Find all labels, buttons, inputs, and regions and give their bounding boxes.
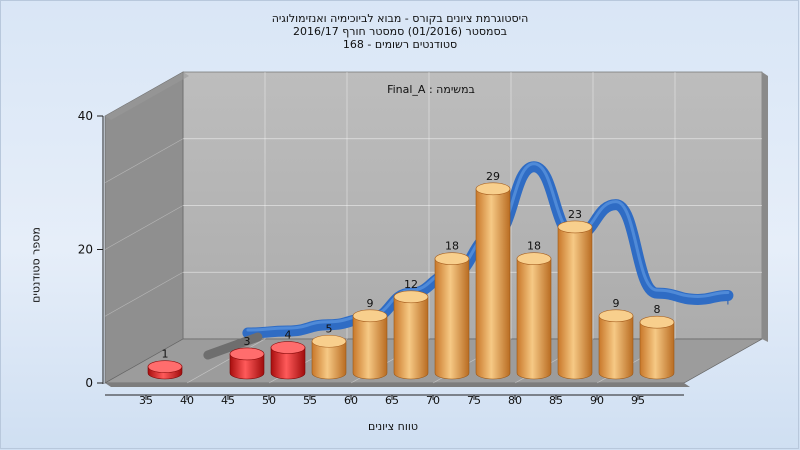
histogram-bar — [147, 360, 183, 380]
chart-floor-front — [105, 383, 690, 387]
gridline-side — [104, 205, 184, 250]
bar-body — [352, 315, 388, 380]
bar-top — [557, 220, 593, 234]
histogram-bar — [393, 290, 429, 380]
bar-value-label: 1 — [162, 348, 169, 361]
histogram-bar — [352, 309, 388, 380]
y-tick-label: 20 — [78, 243, 93, 257]
histogram-bar — [639, 315, 675, 380]
y-tick-label: 40 — [78, 109, 93, 123]
x-tick-label: 85 — [549, 394, 563, 407]
histogram-bar — [598, 309, 634, 380]
x-tick-label: 40 — [180, 394, 194, 407]
bar-top — [270, 341, 306, 354]
bar-value-label: 18 — [527, 240, 541, 253]
bar-value-label: 8 — [654, 303, 661, 316]
bar-value-label: 23 — [568, 208, 582, 221]
bar-value-label: 12 — [404, 278, 418, 291]
bar-top — [475, 182, 511, 196]
chart-title-line-1: היסטוגרמת ציונים בקורס - מבוא לביוכימיה … — [271, 12, 529, 25]
bar-body — [557, 226, 593, 380]
bar-body — [639, 321, 675, 380]
chart-title-line-2: בסמסטר (01/2016) סמסטר חורף 2016/17 — [293, 25, 507, 38]
bar-value-label: 5 — [326, 322, 333, 335]
bar-top — [352, 309, 388, 323]
bar-top — [229, 347, 265, 361]
bar-top — [516, 252, 552, 266]
histogram-bar — [270, 341, 306, 380]
bar-top — [598, 309, 634, 323]
x-tick-label: 35 — [139, 394, 153, 407]
x-tick-label: 50 — [262, 394, 276, 407]
chart-right-edge — [762, 72, 768, 342]
bar-top — [311, 334, 347, 348]
histogram-bar — [311, 334, 347, 380]
bar-value-label: 3 — [244, 335, 251, 348]
x-tick-label: 95 — [631, 394, 645, 407]
histogram-bar — [229, 347, 265, 380]
chart-annotation: Final_A : במשימה — [387, 83, 475, 96]
bar-value-label: 9 — [367, 297, 374, 310]
bar-value-label: 4 — [285, 329, 292, 342]
bar-body — [229, 353, 265, 380]
bar-value-label: 18 — [445, 240, 459, 253]
x-axis-title: טווח ציונים — [368, 420, 418, 433]
bar-value-label: 29 — [486, 170, 500, 183]
bar-top — [434, 252, 470, 266]
bar-top — [393, 290, 429, 304]
x-tick-label: 75 — [467, 394, 481, 407]
x-tick-label: 80 — [508, 394, 522, 407]
x-tick-label: 90 — [590, 394, 604, 407]
x-tick-label: 60 — [344, 394, 358, 407]
x-tick-label: 70 — [426, 394, 440, 407]
gridline-side — [104, 271, 184, 317]
histogram-bar — [475, 182, 511, 380]
bar-top — [147, 360, 183, 373]
y-axis-title: מספר סטודנטים — [29, 227, 43, 303]
bar-body — [434, 258, 470, 380]
x-tick-label: 45 — [221, 394, 235, 407]
bar-value-label: 9 — [613, 297, 620, 310]
histogram-bar — [516, 252, 552, 380]
bar-body — [270, 347, 306, 380]
gridline-floor — [186, 338, 266, 384]
y-tick-label: 0 — [85, 376, 93, 390]
chart-top-edge — [105, 72, 189, 120]
histogram-bar — [434, 252, 470, 380]
histogram-bar — [557, 220, 593, 380]
bar-body — [393, 296, 429, 380]
bar-top — [639, 315, 675, 329]
trend-ribbon-tail — [203, 332, 263, 360]
x-tick-label: 55 — [303, 394, 317, 407]
chart-title-line-3: סטודנטים רשומים - 168 — [342, 38, 458, 51]
x-tick-label: 65 — [385, 394, 399, 407]
bar-body — [516, 258, 552, 380]
bar-body — [475, 188, 511, 380]
gridline-side — [104, 138, 184, 184]
bar-body — [311, 340, 347, 380]
bar-body — [598, 315, 634, 380]
